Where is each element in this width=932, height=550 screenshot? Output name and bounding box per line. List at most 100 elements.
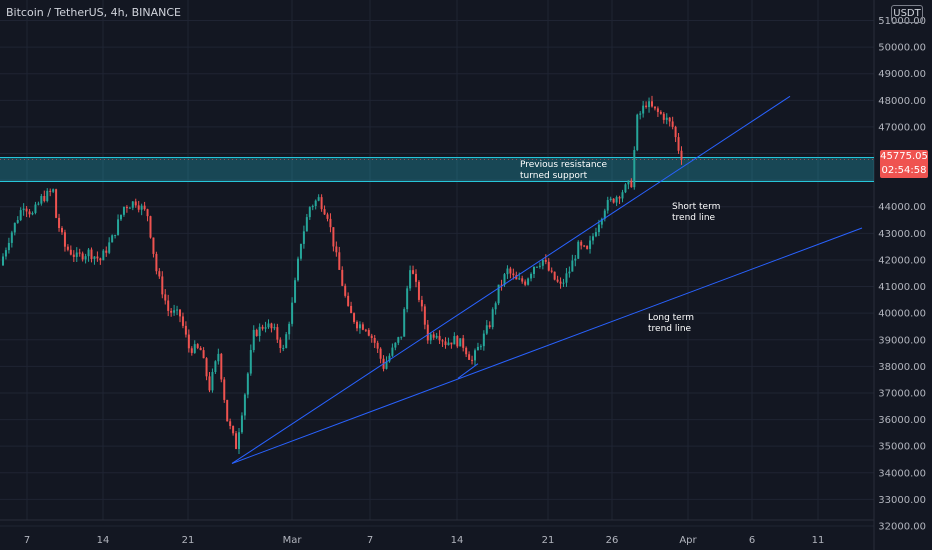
candle-body	[594, 232, 597, 237]
candle-body	[462, 338, 465, 348]
candle-body	[482, 333, 485, 347]
candle-body	[388, 355, 391, 362]
candle-body	[364, 329, 367, 331]
candle-body	[353, 313, 356, 322]
short-trend-annotation-line-2: trend line	[672, 213, 716, 223]
candle-body	[235, 433, 238, 449]
x-tick-label: 26	[606, 535, 619, 546]
candle-body	[559, 281, 562, 284]
candle-body	[656, 108, 659, 112]
candle-body	[246, 373, 249, 395]
candle-body	[376, 342, 379, 349]
x-tick-label: 11	[812, 535, 825, 546]
candle-body	[509, 268, 512, 274]
candle-body	[294, 280, 297, 303]
candle-body	[193, 344, 196, 353]
candle-body	[432, 334, 435, 338]
candle-body	[553, 271, 556, 280]
candle-body	[577, 241, 580, 259]
candle-body	[391, 347, 394, 356]
chart-title: Bitcoin / TetherUS, 4h, BINANCE	[6, 6, 182, 19]
candle-body	[232, 426, 235, 434]
x-tick-label: Apr	[679, 535, 697, 546]
x-tick-label: 6	[749, 535, 755, 546]
candle-body	[87, 249, 90, 257]
candle-body	[426, 324, 429, 341]
candle-body	[61, 228, 63, 233]
candle-body	[140, 205, 143, 210]
candle-body	[568, 271, 571, 274]
candle-body	[108, 242, 111, 253]
candle-body	[190, 348, 193, 353]
candle-body	[370, 335, 373, 338]
candle-body	[252, 329, 255, 351]
candle-body	[361, 324, 364, 330]
candle-body	[518, 278, 521, 280]
candle-body	[52, 189, 55, 192]
candle-body	[187, 334, 190, 349]
candle-body	[586, 245, 589, 249]
candle-body	[282, 347, 285, 349]
candle-body	[468, 354, 471, 360]
candle-body	[530, 273, 533, 279]
candle-body	[491, 309, 494, 328]
candle-body	[90, 249, 93, 259]
candle-body	[13, 222, 16, 233]
candle-body	[592, 236, 594, 241]
candle-body	[556, 279, 559, 282]
long-term-trend-line	[231, 227, 863, 464]
candle-body	[170, 310, 173, 313]
candle-body	[291, 302, 294, 324]
candle-body	[341, 269, 344, 286]
candle-body	[618, 197, 621, 199]
candle-body	[31, 212, 34, 215]
candle-body	[102, 250, 105, 261]
candle-body	[28, 211, 31, 215]
candle-countdown: 02:54:58	[881, 165, 927, 176]
candle-body	[114, 234, 117, 236]
y-tick-label: 49000.00	[878, 69, 926, 80]
candle-body	[196, 344, 199, 348]
trend-line-segment	[457, 363, 479, 379]
candle-body	[285, 334, 288, 348]
last-price-badge: 45775.05 02:54:58	[880, 150, 928, 178]
candle-body	[276, 327, 279, 340]
candle-body	[223, 379, 226, 400]
candle-body	[173, 310, 176, 313]
x-tick-label: 7	[24, 535, 30, 546]
candle-body	[58, 217, 61, 229]
candle-body	[609, 198, 612, 201]
candle-body	[7, 242, 10, 251]
candle-body	[441, 340, 444, 342]
candle-body	[580, 241, 583, 246]
y-tick-label: 48000.00	[878, 96, 926, 107]
candle-body	[515, 275, 518, 280]
candle-body	[671, 121, 674, 127]
candle-body	[181, 316, 184, 326]
candle-body	[297, 258, 299, 281]
candle-body	[243, 394, 246, 416]
candle-body	[624, 184, 627, 193]
x-tick-label: 21	[542, 535, 555, 546]
y-tick-label: 40000.00	[878, 309, 926, 320]
candle-body	[329, 218, 332, 228]
candle-body	[521, 278, 524, 282]
short-term-trend-line	[231, 95, 791, 464]
candle-body	[639, 113, 642, 115]
candle-body	[420, 299, 423, 307]
long-trend-annotation-line-1: Long term	[648, 313, 695, 323]
candle-body	[668, 117, 671, 122]
y-tick-label: 33000.00	[878, 495, 926, 506]
candle-body	[117, 219, 120, 235]
candle-body	[99, 258, 102, 261]
candle-body	[4, 250, 7, 257]
candle-body	[149, 216, 152, 238]
candle-body	[597, 224, 600, 233]
currency-button[interactable]: USDT	[891, 5, 923, 23]
candle-body	[648, 101, 651, 108]
candle-body	[417, 281, 420, 300]
y-tick-label: 44000.00	[878, 202, 926, 213]
y-tick-label: 47000.00	[878, 122, 926, 133]
candle-body	[143, 205, 146, 210]
y-tick-label: 43000.00	[878, 229, 926, 240]
